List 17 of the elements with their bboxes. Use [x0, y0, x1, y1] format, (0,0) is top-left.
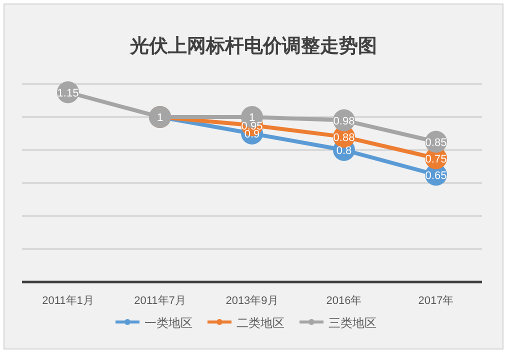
data-label: 0.85 [425, 136, 447, 149]
data-label: 1.15 [57, 87, 79, 100]
x-tick-label: 2017年 [418, 295, 454, 307]
chart-title: 光伏上网标杆电价调整走势图 [129, 35, 377, 57]
legend-label: 一类地区 [144, 316, 192, 330]
x-tick-label: 2013年9月 [226, 295, 278, 307]
data-label: 0.75 [425, 153, 447, 166]
x-tick-label: 2011年1月 [42, 295, 94, 307]
data-label: 0.98 [333, 115, 355, 128]
data-label: 0.8 [336, 145, 352, 157]
x-tick-label: 2011年7月 [134, 295, 186, 307]
legend-label: 三类地区 [328, 316, 376, 330]
data-label: 0.65 [425, 170, 447, 182]
x-tick-label: 2016年 [326, 295, 362, 307]
legend-label: 二类地区 [236, 316, 284, 330]
data-label: 1 [156, 112, 164, 124]
data-label: 0.88 [333, 132, 355, 144]
